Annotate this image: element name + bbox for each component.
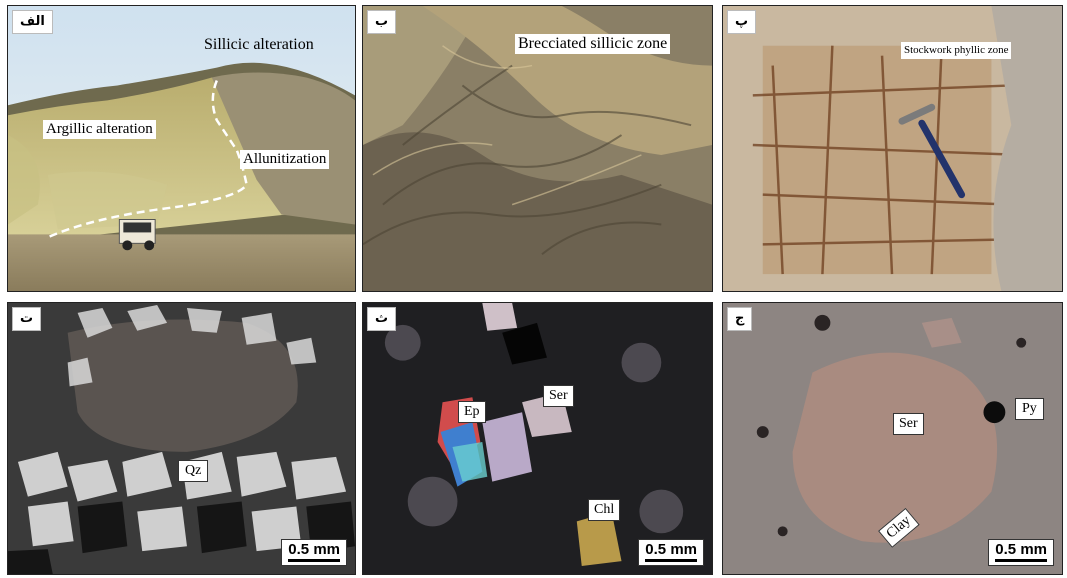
scale-bar: 0.5 mm [281, 539, 347, 566]
quartz-micrograph [8, 303, 355, 574]
outcrop-photo [363, 6, 712, 291]
panel-label-se: ث [367, 307, 397, 331]
epidote-micrograph [363, 303, 712, 574]
photo-panel-argillic-outcrop: الف Sillicic alteration Argillic alterat… [7, 5, 356, 292]
mineral-label-ser: Ser [543, 385, 574, 408]
allunitization-label: Allunitization [240, 150, 330, 170]
mineral-label-ser: Ser [893, 413, 924, 436]
brecciated-sillicic-zone-label: Brecciated sillicic zone [515, 34, 671, 55]
micrograph-panel-quartz: ت Qz 0.5 mm [7, 302, 356, 575]
micrograph-panel-sericite: ج Ser Py Clay 0.5 mm [722, 302, 1063, 575]
scale-bar-label: 0.5 mm [995, 541, 1047, 558]
landscape-photo [8, 6, 355, 291]
panel-label-alef: الف [12, 10, 53, 34]
mineral-label-chl: Chl [588, 499, 621, 522]
stockwork-phyllic-zone-label: Stockwork phyllic zone [901, 42, 1012, 59]
panel-label-te: ت [12, 307, 42, 331]
sillicic-alteration-label: Sillicic alteration [204, 36, 314, 53]
photo-panel-brecciated-zone: ب Brecciated sillicic zone [362, 5, 713, 292]
scale-bar: 0.5 mm [988, 539, 1054, 566]
scale-bar: 0.5 mm [638, 539, 704, 566]
panel-label-pe: پ [727, 10, 757, 34]
hammer-handle [918, 119, 966, 199]
photo-panel-stockwork-zone: پ Stockwork phyllic zone [722, 5, 1063, 292]
stockwork-photo [723, 6, 1062, 291]
scale-bar-label: 0.5 mm [288, 541, 340, 558]
mineral-label-py: Py [1015, 398, 1044, 421]
micrograph-panel-epidote: ث Ep Ser Chl 0.5 mm [362, 302, 713, 575]
scale-bar-label: 0.5 mm [645, 541, 697, 558]
mineral-label-ep: Ep [458, 401, 486, 424]
panel-label-be: ب [367, 10, 397, 34]
panel-label-jim: ج [727, 307, 753, 331]
argillic-alteration-label: Argillic alteration [43, 120, 156, 140]
hammer-head [898, 103, 936, 125]
mineral-label-qz: Qz [178, 460, 209, 483]
